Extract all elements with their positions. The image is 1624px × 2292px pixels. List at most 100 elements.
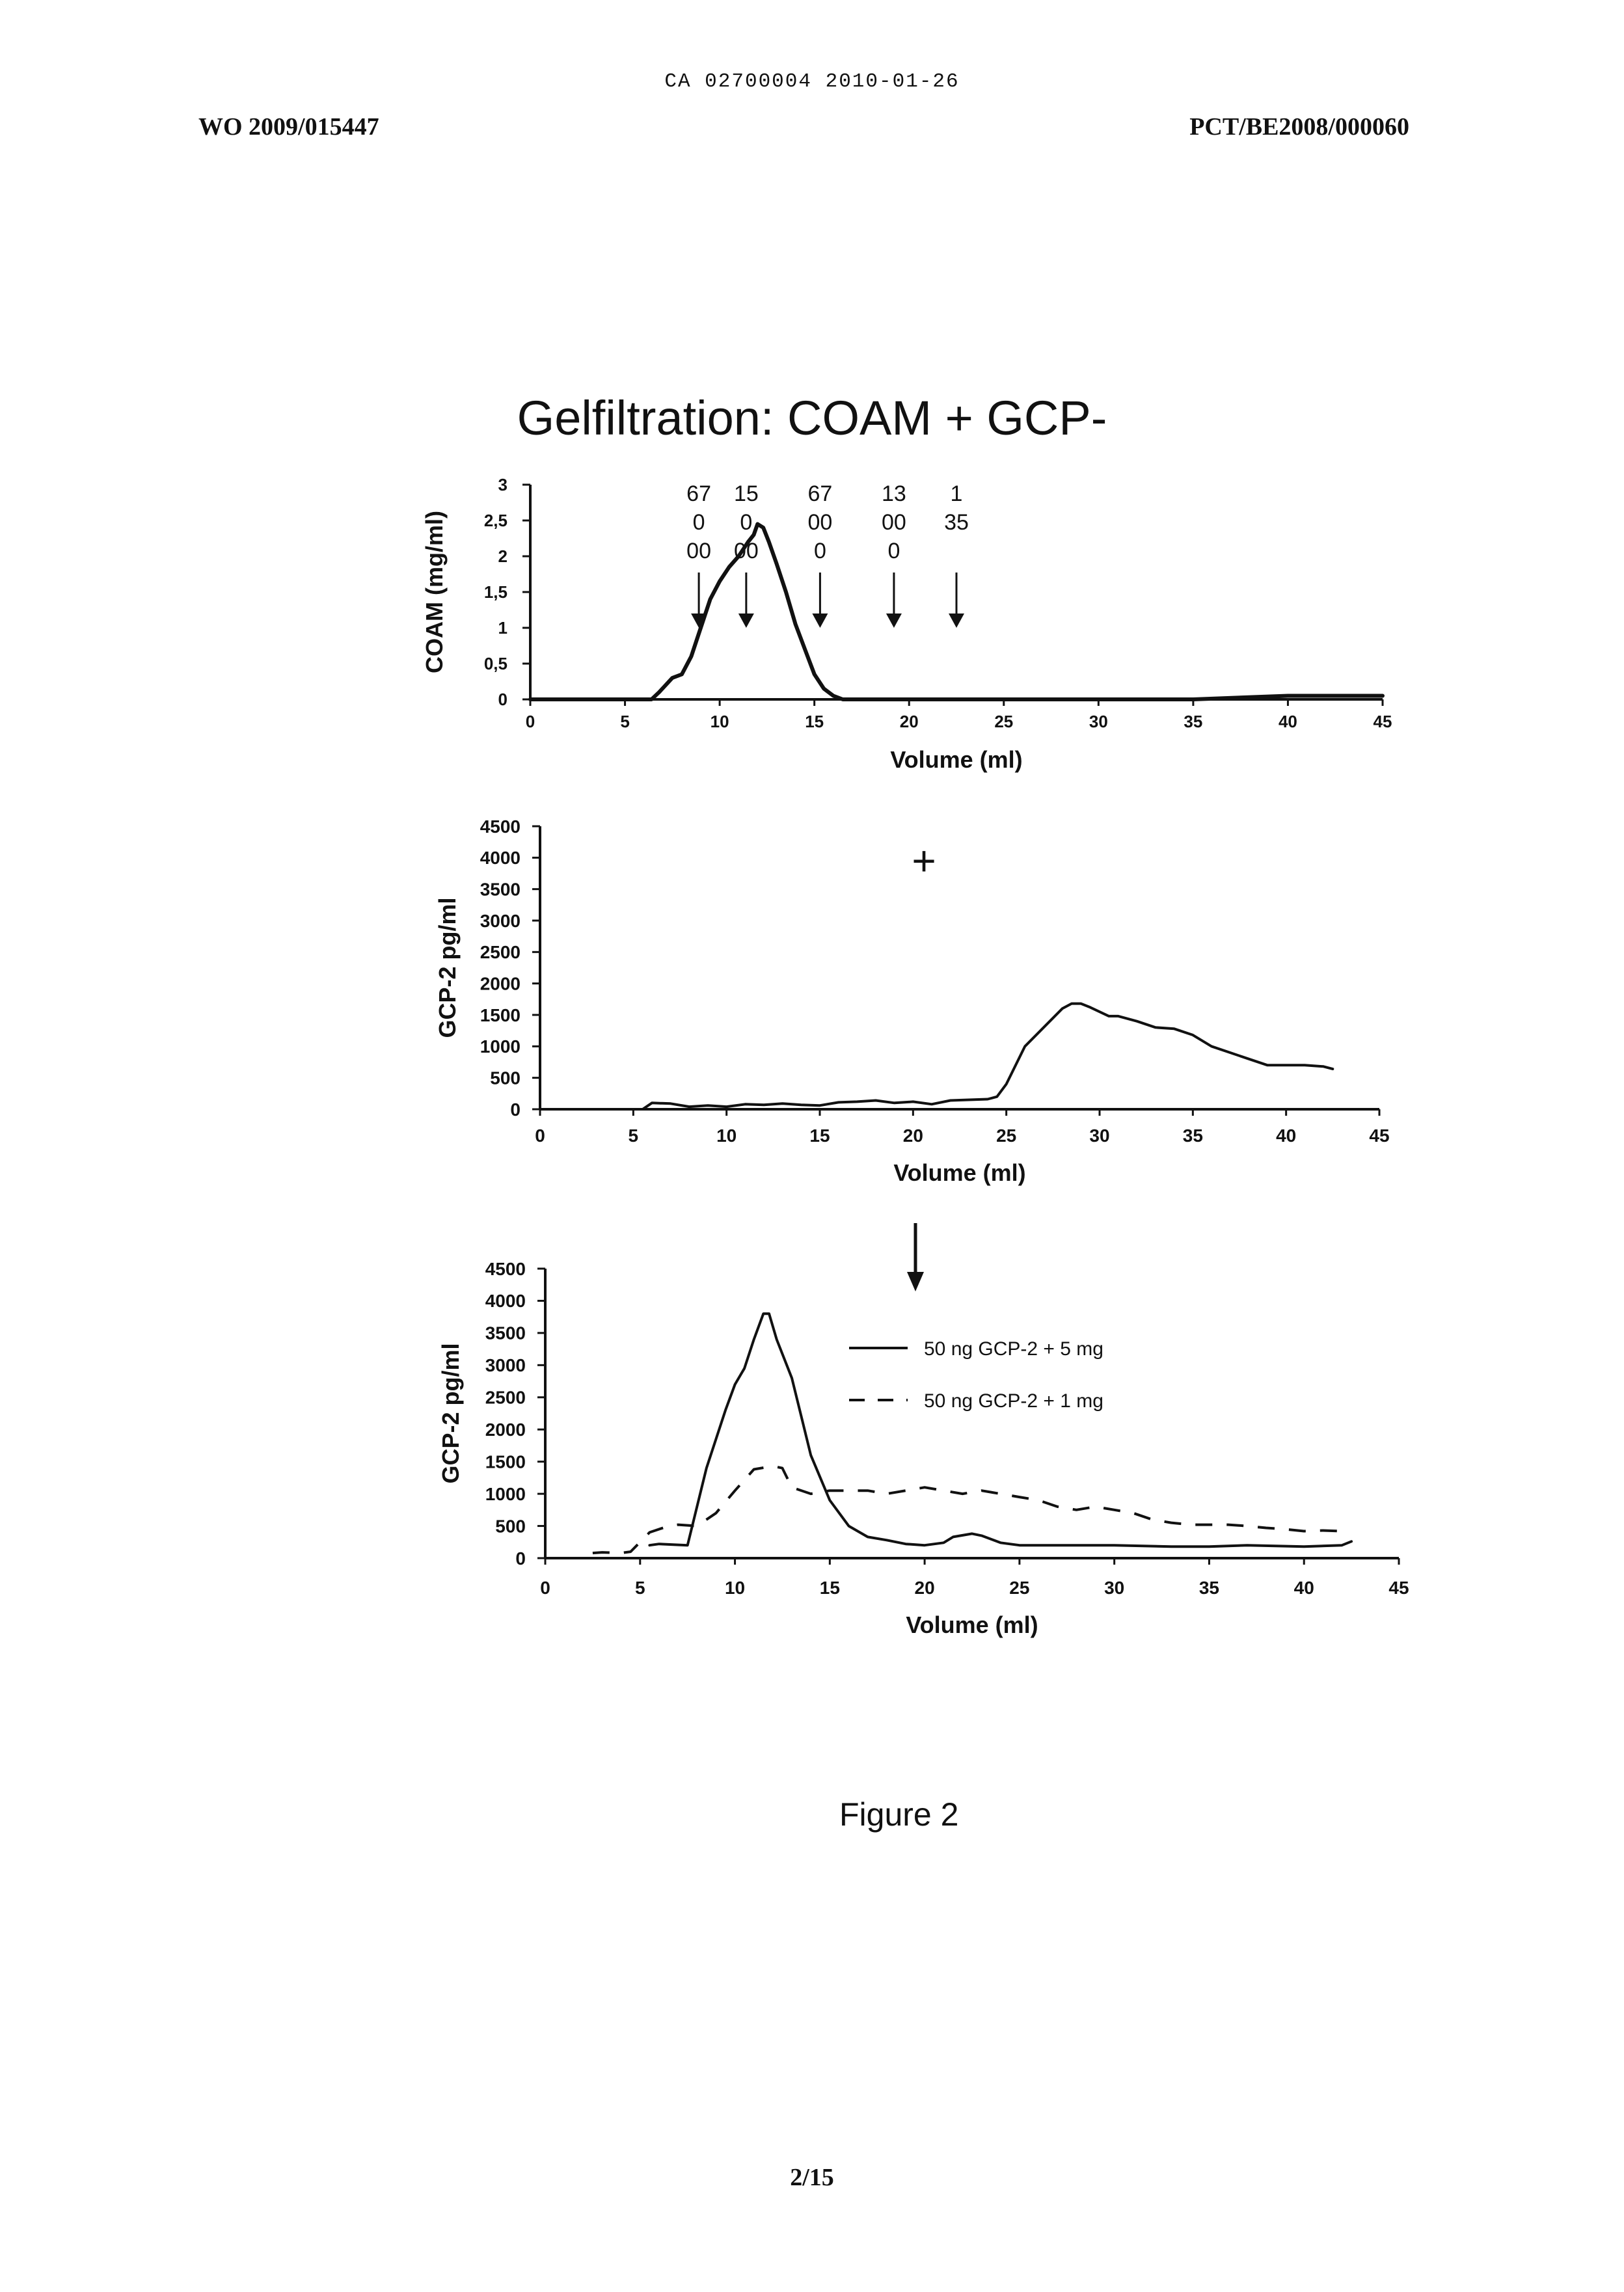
y-tick-label: 3500 (485, 1323, 526, 1343)
y-tick-label: 2000 (480, 973, 521, 993)
mw-label: 00 (686, 539, 711, 563)
y-tick-label: 1,5 (484, 582, 508, 602)
x-tick-label: 0 (535, 1126, 545, 1146)
x-tick-label: 0 (540, 1578, 550, 1598)
mw-label: 00 (807, 510, 832, 535)
x-tick-label: 20 (915, 1578, 935, 1598)
x-tick-label: 5 (629, 1126, 639, 1146)
x-tick-label: 35 (1183, 1126, 1203, 1146)
down-arrow-icon (886, 613, 902, 628)
mw-label: 0 (887, 539, 900, 563)
x-tick-label: 15 (805, 712, 824, 731)
y-tick-label: 0 (498, 690, 508, 709)
x-tick-label: 15 (820, 1578, 840, 1598)
down-arrow-icon (738, 613, 754, 628)
y-axis-label: GCP-2 pg/ml (437, 1343, 464, 1483)
mw-label: 1 (951, 481, 963, 506)
gcp2-combined-chart: 0 500 1000 1500 2000 2500 3000 3500 4000 4500 0 5 10… (437, 1259, 1409, 1638)
mw-label: 67 (807, 481, 832, 506)
x-tick-label: 25 (1009, 1578, 1029, 1598)
mw-label: 13 (882, 481, 906, 506)
mw-marker-2: 15000 (734, 481, 759, 628)
mw-marker-5: 135 (944, 481, 969, 628)
y-tick-label: 4500 (485, 1259, 526, 1279)
legend-item-2: 50 ng GCP-2 + 1 mg (849, 1390, 1103, 1412)
y-tick-label: 0 (515, 1548, 526, 1569)
down-arrow-icon (907, 1223, 924, 1291)
mw-label: 0 (693, 510, 705, 535)
y-tick-label: 3500 (480, 879, 521, 899)
y-tick-label: 2000 (485, 1420, 526, 1440)
x-axis-label: Volume (ml) (890, 746, 1022, 773)
figure-caption: Figure 2 (839, 1796, 958, 1833)
y-tick-label: 1000 (485, 1484, 526, 1504)
y-tick-label: 0 (510, 1099, 521, 1120)
mw-label: 0 (814, 539, 826, 563)
legend: 50 ng GCP-2 + 5 mg 50 ng GCP-2 + 1 mg (849, 1338, 1103, 1412)
y-tick-label: 500 (490, 1068, 521, 1088)
legend-item-1: 50 ng GCP-2 + 5 mg (849, 1338, 1103, 1360)
y-tick-label: 3 (498, 475, 508, 494)
y-tick-label: 0,5 (484, 654, 508, 673)
y-tick-label: 2500 (480, 942, 521, 962)
x-tick-label: 40 (1276, 1126, 1296, 1146)
down-arrow-icon (812, 613, 828, 628)
mw-marker-3: 67000 (807, 481, 832, 628)
mw-label: 0 (740, 510, 752, 535)
x-tick-label: 0 (526, 712, 535, 731)
down-arrow-icon (949, 613, 964, 628)
gcp2-chart: 0 500 1000 1500 2000 2500 3000 3500 4000 4500 0 5 10… (434, 816, 1390, 1186)
x-axis-label: Volume (ml) (906, 1611, 1038, 1638)
mw-label: 00 (882, 510, 906, 535)
x-tick-label: 10 (710, 712, 729, 731)
y-tick-label: 2,5 (484, 511, 508, 530)
page-number: 2/15 (0, 2163, 1624, 2192)
legend-label: 50 ng GCP-2 + 1 mg (924, 1390, 1103, 1412)
y-tick-label: 1500 (480, 1005, 521, 1025)
x-axis-label: Volume (ml) (893, 1159, 1025, 1186)
x-tick-label: 35 (1184, 712, 1202, 731)
series-line-1 (540, 1004, 1333, 1109)
y-axis-label: COAM (mg/ml) (421, 511, 448, 673)
mw-label: 00 (734, 539, 759, 563)
mw-marker-4: 13000 (882, 481, 906, 628)
y-tick-label: 1500 (485, 1451, 526, 1472)
mw-label: 15 (734, 481, 759, 506)
x-tick-label: 30 (1089, 712, 1108, 731)
y-tick-label: 1000 (480, 1036, 521, 1057)
y-tick-label: 4000 (480, 848, 521, 868)
arrow-head (907, 1272, 924, 1291)
y-tick-label: 4500 (480, 816, 521, 837)
x-tick-label: 25 (994, 712, 1013, 731)
x-tick-label: 5 (635, 1578, 645, 1598)
plus-sign: + (912, 837, 936, 884)
x-tick-label: 45 (1374, 712, 1392, 731)
x-tick-label: 35 (1199, 1578, 1219, 1598)
y-tick-label: 3000 (485, 1355, 526, 1375)
x-tick-label: 45 (1388, 1578, 1409, 1598)
y-tick-label: 2500 (485, 1388, 526, 1408)
x-tick-label: 10 (725, 1578, 745, 1598)
x-tick-label: 30 (1089, 1126, 1109, 1146)
x-tick-label: 25 (996, 1126, 1016, 1146)
y-tick-label: 4000 (485, 1291, 526, 1311)
mw-label: 35 (944, 510, 969, 535)
y-axis-label: GCP-2 pg/ml (434, 897, 461, 1038)
x-tick-label: 10 (716, 1126, 737, 1146)
x-tick-label: 40 (1294, 1578, 1314, 1598)
x-tick-label: 5 (620, 712, 629, 731)
legend-label: 50 ng GCP-2 + 5 mg (924, 1338, 1103, 1360)
coam-chart: 00,511,522,53051015202530354045Volume (m… (421, 475, 1392, 773)
y-tick-label: 3000 (480, 911, 521, 931)
x-tick-label: 30 (1104, 1578, 1124, 1598)
x-tick-label: 20 (900, 712, 919, 731)
x-tick-label: 45 (1369, 1126, 1389, 1146)
x-tick-label: 20 (903, 1126, 923, 1146)
y-tick-label: 2 (498, 546, 508, 566)
x-tick-label: 15 (809, 1126, 830, 1146)
x-tick-label: 40 (1279, 712, 1297, 731)
y-tick-label: 500 (495, 1516, 526, 1536)
mw-label: 67 (686, 481, 711, 506)
y-tick-label: 1 (498, 618, 508, 638)
